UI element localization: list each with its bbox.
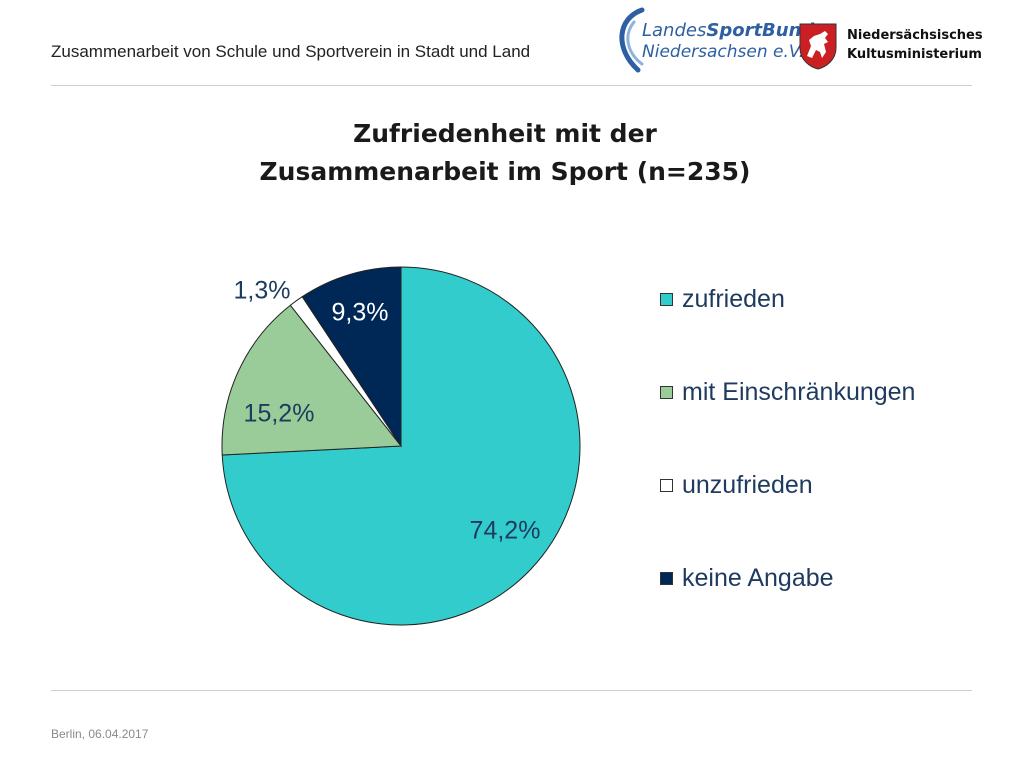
legend-item-2: unzufrieden bbox=[660, 471, 915, 564]
horse-shield-icon bbox=[799, 23, 837, 70]
header-divider bbox=[51, 85, 972, 86]
legend-swatch-2 bbox=[660, 479, 673, 492]
chart-title: Zufriedenheit mit der Zusammenarbeit im … bbox=[150, 115, 860, 191]
pie-data-label-0: 74,2% bbox=[470, 517, 541, 545]
ministry-logo-line2: Kultusministerium bbox=[847, 47, 982, 62]
header-title: Zusammenarbeit von Schule und Sportverei… bbox=[51, 42, 531, 61]
legend-swatch-0 bbox=[660, 293, 673, 306]
legend-item-0: zufrieden bbox=[660, 285, 915, 378]
ministry-logo-line1: Niedersächsisches bbox=[847, 28, 983, 43]
kultusministerium-logo: Niedersächsisches Kultusministerium bbox=[798, 20, 983, 72]
legend-label-3: keine Angabe bbox=[682, 564, 834, 592]
legend-item-1: mit Einschränkungen bbox=[660, 378, 915, 471]
legend-swatch-3 bbox=[660, 572, 673, 585]
chart-title-line2: Zusammenarbeit im Sport (n=235) bbox=[259, 157, 751, 186]
pie-data-label-3: 9,3% bbox=[332, 299, 389, 327]
lsb-logo-line1: LandesSportBund bbox=[642, 20, 815, 41]
legend-label-1: mit Einschränkungen bbox=[682, 378, 916, 406]
chart-legend: zufrieden mit Einschränkungen unzufrieden k… bbox=[660, 285, 915, 657]
landessportbund-logo: LandesSportBund Niedersachsen e.V. bbox=[612, 4, 814, 76]
pie-data-label-2: 1,3% bbox=[234, 277, 291, 305]
legend-item-3: keine Angabe bbox=[660, 564, 915, 657]
pie-slice-1 bbox=[221, 304, 402, 456]
legend-swatch-1 bbox=[660, 386, 673, 399]
swoosh-icon bbox=[619, 7, 645, 73]
legend-label-2: unzufrieden bbox=[682, 471, 813, 499]
footer-date: Berlin, 06.04.2017 bbox=[51, 727, 149, 741]
lsb-logo-line2: Niedersachsen e.V. bbox=[642, 42, 804, 62]
chart-title-line1: Zufriedenheit mit der bbox=[353, 119, 657, 148]
legend-label-0: zufrieden bbox=[682, 285, 785, 313]
pie-data-label-1: 15,2% bbox=[244, 400, 315, 428]
pie-slice-3 bbox=[301, 266, 402, 448]
footer-divider bbox=[51, 690, 972, 691]
